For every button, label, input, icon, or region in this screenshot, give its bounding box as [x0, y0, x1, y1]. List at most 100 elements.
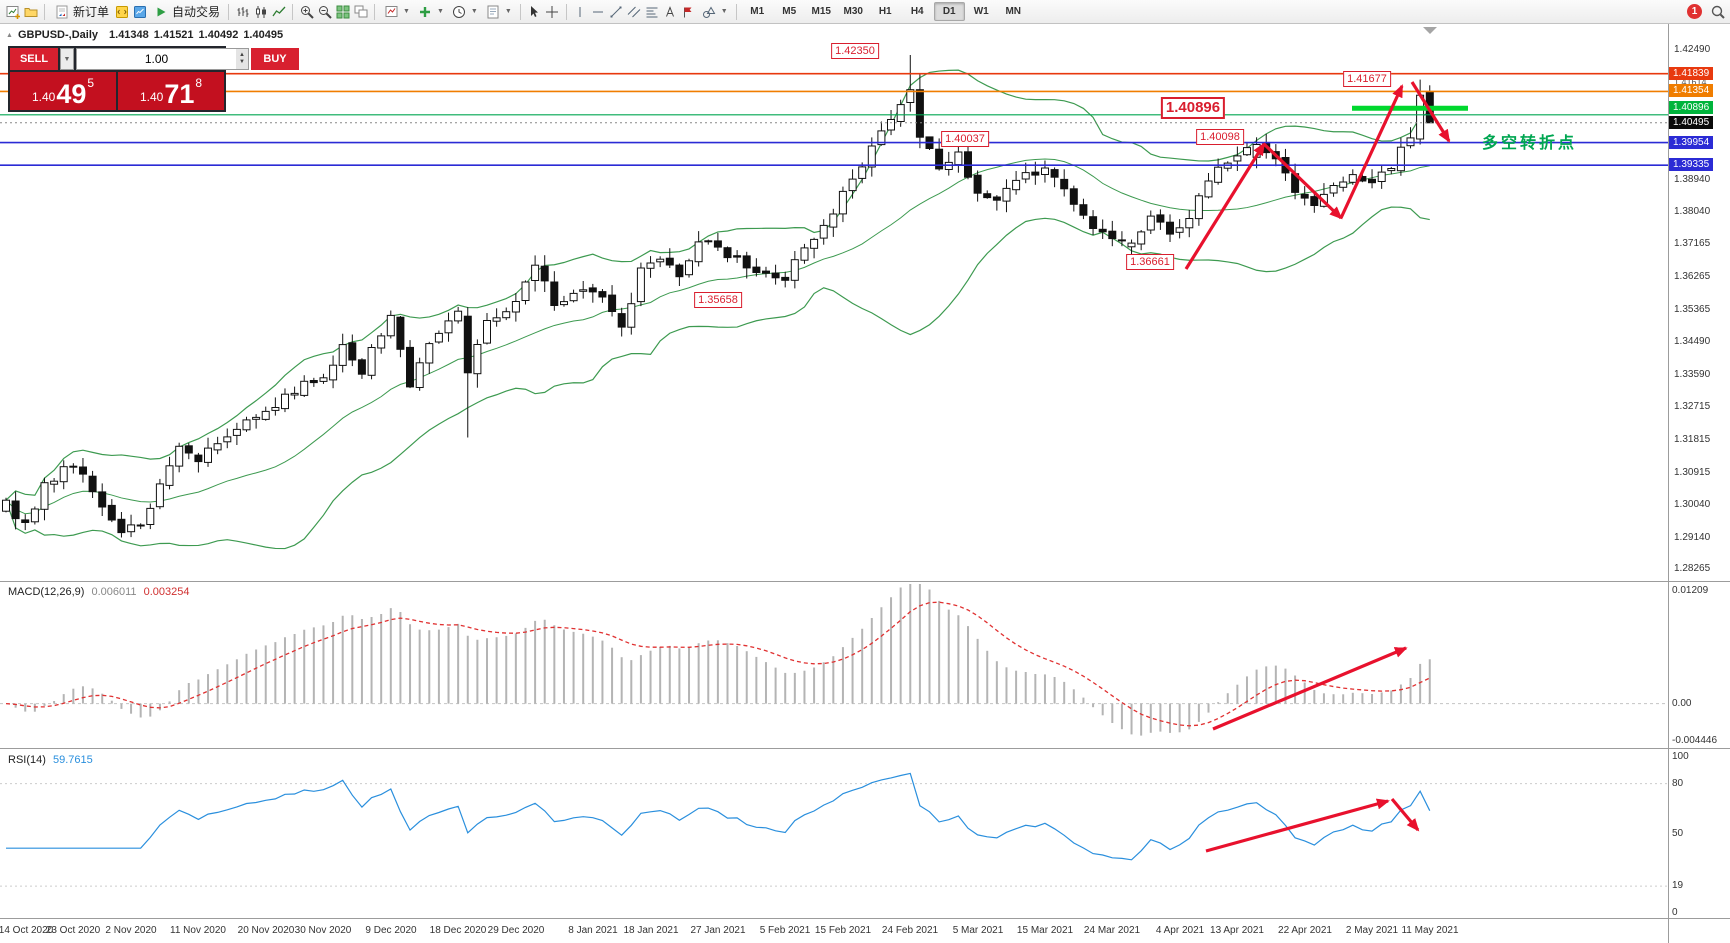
- date-label: 14 Oct 2020: [0, 925, 54, 936]
- timeframe-M15[interactable]: M15: [811, 6, 831, 17]
- price-tick: 1.36265: [1674, 271, 1711, 282]
- trend-arrow[interactable]: [1339, 84, 1404, 219]
- timeframe-M5[interactable]: M5: [782, 6, 797, 17]
- autotrading-button[interactable]: 自动交易: [149, 2, 223, 22]
- trend-arrow[interactable]: [1410, 81, 1451, 143]
- date-label: 13 Apr 2021: [1210, 925, 1264, 936]
- timeframe-W1[interactable]: W1: [973, 6, 989, 17]
- cascade-windows-icon[interactable]: [352, 4, 369, 20]
- text-tool-icon[interactable]: [662, 4, 679, 20]
- chart-shift-marker[interactable]: [1423, 27, 1437, 34]
- date-label: 9 Dec 2020: [365, 925, 417, 936]
- zoom-out-icon[interactable]: [316, 4, 333, 20]
- tile-windows-icon[interactable]: [334, 4, 351, 20]
- vertical-line-icon[interactable]: [572, 4, 589, 20]
- date-label: 30 Nov 2020: [294, 925, 352, 936]
- chevron-down-icon: ▼: [63, 55, 71, 63]
- buy-button[interactable]: BUY: [251, 48, 299, 70]
- rsi-axis-label: 19: [1672, 880, 1684, 891]
- date-label: 18 Dec 2020: [429, 925, 487, 936]
- date-label: 24 Mar 2021: [1083, 925, 1141, 936]
- cursor-icon[interactable]: [526, 4, 543, 20]
- templates-button[interactable]: ▼: [482, 2, 515, 22]
- toolbar-separator: [735, 3, 737, 20]
- zoom-in-icon[interactable]: [298, 4, 315, 20]
- date-label: 22 Apr 2021: [1278, 925, 1332, 936]
- template-icon: [485, 4, 502, 20]
- timeframe-MN[interactable]: MN: [1005, 6, 1021, 17]
- trend-arrow[interactable]: [1205, 798, 1390, 853]
- notification-badge[interactable]: 1: [1687, 4, 1702, 19]
- channel-icon[interactable]: [626, 4, 643, 20]
- macd-indicator-label: MACD(12,26,9) 0.006011 0.003254: [8, 586, 190, 598]
- periods-button[interactable]: ▼: [448, 2, 481, 22]
- rsi-axis-label: 50: [1672, 828, 1684, 839]
- timeframe-H4[interactable]: H4: [910, 6, 924, 17]
- price-tick: 1.35365: [1674, 304, 1711, 315]
- price-line-label: 1.41839: [1669, 67, 1714, 80]
- rsi-axis-label: 80: [1672, 778, 1684, 789]
- macd-axis-min: -0.004446: [1672, 735, 1718, 746]
- macd-value-signal: 0.003254: [143, 586, 190, 598]
- price-annotation[interactable]: 1.42350: [831, 43, 879, 59]
- step-up-icon: ▲: [239, 52, 245, 59]
- price-annotation[interactable]: 1.41677: [1343, 71, 1391, 87]
- search-icon[interactable]: [1709, 4, 1726, 20]
- buy-price[interactable]: 1.40 71 8: [118, 72, 224, 110]
- date-label: 5 Mar 2021: [952, 925, 1004, 936]
- pivot-point-annotation[interactable]: 多空转折点: [1482, 135, 1578, 152]
- toolbar-separator: [519, 3, 521, 20]
- profiles-icon[interactable]: [22, 4, 39, 20]
- fibonacci-icon[interactable]: [644, 4, 661, 20]
- price-line-label: 1.40896: [1669, 101, 1714, 114]
- symbol-ohlc-header: ▲ GBPUSD-,Daily 1.41348 1.41521 1.40492 …: [6, 29, 283, 41]
- date-label: 20 Nov 2020: [237, 925, 295, 936]
- volume-input[interactable]: [77, 49, 236, 69]
- date-label: 11 May 2021: [1401, 925, 1459, 936]
- line-chart-icon[interactable]: [270, 4, 287, 20]
- price-tick: 1.28265: [1674, 563, 1711, 574]
- toolbar-separator: [292, 3, 294, 20]
- rsi-panel: [0, 772, 1668, 887]
- timeframe-M1[interactable]: M1: [750, 6, 765, 17]
- volume-stepper[interactable]: ▲ ▼: [236, 49, 248, 69]
- new-chart-icon[interactable]: [4, 4, 21, 20]
- sell-button[interactable]: SELL: [10, 48, 58, 70]
- trend-arrow[interactable]: [1212, 646, 1408, 731]
- price-annotation[interactable]: 1.35658: [694, 292, 742, 308]
- chevron-down-icon: ▼: [403, 8, 410, 15]
- shapes-button[interactable]: ▼: [698, 2, 731, 22]
- price-annotation[interactable]: 1.36661: [1126, 254, 1174, 270]
- indicators-button[interactable]: ▼: [380, 2, 413, 22]
- price-annotation[interactable]: 1.40098: [1196, 129, 1244, 145]
- date-label: 5 Feb 2021: [759, 925, 811, 936]
- price-annotation[interactable]: 1.40037: [941, 131, 989, 147]
- label-flag-icon[interactable]: [680, 4, 697, 20]
- high-value: 1.41521: [153, 29, 194, 41]
- timeframe-D1[interactable]: D1: [933, 2, 965, 21]
- metaeditor-icon[interactable]: [113, 4, 130, 20]
- order-type-dropdown[interactable]: ▼: [60, 48, 74, 70]
- new-order-button[interactable]: 新订单: [50, 2, 112, 22]
- trendline-icon[interactable]: [608, 4, 625, 20]
- price-annotation[interactable]: 1.40896: [1160, 97, 1226, 119]
- trend-arrow[interactable]: [1390, 797, 1420, 832]
- crosshair-icon[interactable]: [544, 4, 561, 20]
- horizontal-line-icon[interactable]: [590, 4, 607, 20]
- trend-arrow[interactable]: [1184, 142, 1266, 270]
- sell-price-big: 49: [56, 79, 87, 110]
- candlestick-chart-icon[interactable]: [252, 4, 269, 20]
- timeframe-M30[interactable]: M30: [843, 6, 863, 17]
- date-label: 8 Jan 2021: [568, 925, 618, 936]
- sell-price[interactable]: 1.40 49 5: [10, 72, 116, 110]
- macd-axis-max: 0.01209: [1672, 585, 1709, 596]
- date-label: 11 Nov 2020: [170, 925, 226, 936]
- bar-chart-icon[interactable]: [234, 4, 251, 20]
- trend-arrow[interactable]: [1262, 142, 1343, 220]
- add-indicator-button[interactable]: ▼: [414, 2, 447, 22]
- timeframe-H1[interactable]: H1: [878, 6, 892, 17]
- date-label: 2 Nov 2020: [105, 925, 157, 936]
- date-label: 29 Dec 2020: [487, 925, 545, 936]
- market-watch-icon[interactable]: [131, 4, 148, 20]
